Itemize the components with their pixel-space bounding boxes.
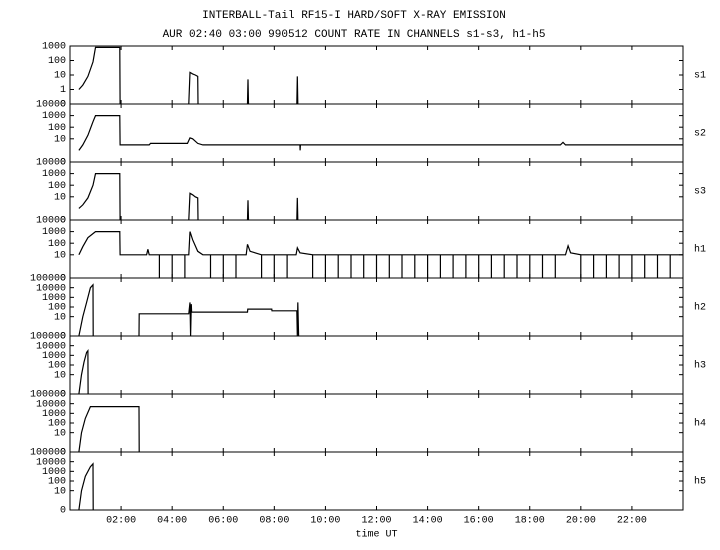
y-tick-label: 0	[60, 390, 66, 401]
y-tick-label: 100	[48, 419, 66, 430]
panel-label: h2	[694, 302, 706, 314]
y-tick-label: 100	[48, 303, 66, 314]
series-line	[78, 231, 683, 278]
y-tick-label: 100	[48, 123, 66, 134]
series-line	[78, 406, 140, 453]
y-tick-label: 10	[54, 134, 66, 145]
y-tick-label: 0	[60, 216, 66, 227]
y-tick-label: 0	[60, 448, 66, 459]
panel-label: h3	[694, 360, 706, 372]
y-tick-label: 10	[54, 370, 66, 381]
panel-label: s1	[694, 71, 706, 82]
x-tick-label: 16:00	[464, 516, 494, 527]
y-tick-label: 100000	[30, 332, 66, 343]
series-line	[78, 115, 683, 151]
y-tick-label: 100	[48, 56, 66, 67]
y-tick-label: 10	[54, 71, 66, 82]
y-tick-label: 0	[60, 100, 66, 111]
y-tick-label: 0	[60, 506, 66, 517]
x-tick-label: 14:00	[413, 516, 443, 527]
y-tick-label: 1000	[42, 169, 66, 180]
chart-subtitle: AUR 02:40 03:00 990512 COUNT RATE IN CHA…	[163, 29, 546, 41]
y-tick-label: 10000	[36, 216, 66, 227]
x-tick-label: 18:00	[515, 516, 545, 527]
y-tick-label: 10	[54, 312, 66, 323]
y-tick-label: 10	[54, 250, 66, 261]
y-tick-label: 10000	[36, 341, 66, 352]
x-tick-label: 06:00	[208, 516, 238, 527]
y-tick-label: 10000	[36, 100, 66, 111]
y-tick-label: 1000	[42, 111, 66, 122]
y-tick-label: 0	[60, 274, 66, 285]
x-tick-label: 10:00	[310, 516, 340, 527]
chart-title: INTERBALL-Tail RF15-I HARD/SOFT X-RAY EM…	[202, 10, 506, 22]
y-tick-label: 100000	[30, 448, 66, 459]
x-tick-label: 20:00	[566, 516, 596, 527]
y-tick-label: 1	[60, 85, 66, 96]
y-tick-label: 10000	[36, 399, 66, 410]
series-line	[78, 283, 300, 337]
panel-label: h5	[694, 476, 706, 488]
x-tick-label: 04:00	[157, 516, 187, 527]
y-tick-label: 10000	[36, 283, 66, 294]
y-tick-label: 100	[48, 181, 66, 192]
x-tick-label: 08:00	[259, 516, 289, 527]
x-tick-label: 12:00	[361, 516, 391, 527]
panel-label: s2	[694, 129, 706, 140]
y-tick-label: 10	[54, 192, 66, 203]
y-tick-label: 10000	[36, 457, 66, 468]
y-tick-label: 1000	[42, 42, 66, 53]
series-line	[78, 173, 299, 221]
y-tick-label: 1000	[42, 351, 66, 362]
series-line	[78, 46, 299, 105]
y-tick-label: 10000	[36, 158, 66, 169]
panel-label: s3	[694, 187, 706, 198]
series-line	[78, 348, 89, 395]
y-tick-label: 100	[48, 239, 66, 250]
panel-label: h4	[694, 418, 706, 430]
x-tick-label: 22:00	[617, 516, 647, 527]
panel-label: h1	[694, 244, 706, 256]
y-tick-label: 0	[60, 332, 66, 343]
y-tick-label: 1000	[42, 227, 66, 238]
y-tick-label: 1000	[42, 467, 66, 478]
y-tick-label: 10	[54, 428, 66, 439]
x-tick-label: 02:00	[106, 516, 136, 527]
series-line	[78, 462, 94, 511]
y-tick-label: 100000	[30, 390, 66, 401]
y-tick-label: 0	[60, 158, 66, 169]
y-tick-label: 10	[54, 486, 66, 497]
x-axis-label: time UT	[355, 529, 397, 541]
y-tick-label: 1000	[42, 409, 66, 420]
y-tick-label: 1000	[42, 293, 66, 304]
y-tick-label: 100	[48, 361, 66, 372]
y-tick-label: 100000	[30, 274, 66, 285]
y-tick-label: 100	[48, 477, 66, 488]
